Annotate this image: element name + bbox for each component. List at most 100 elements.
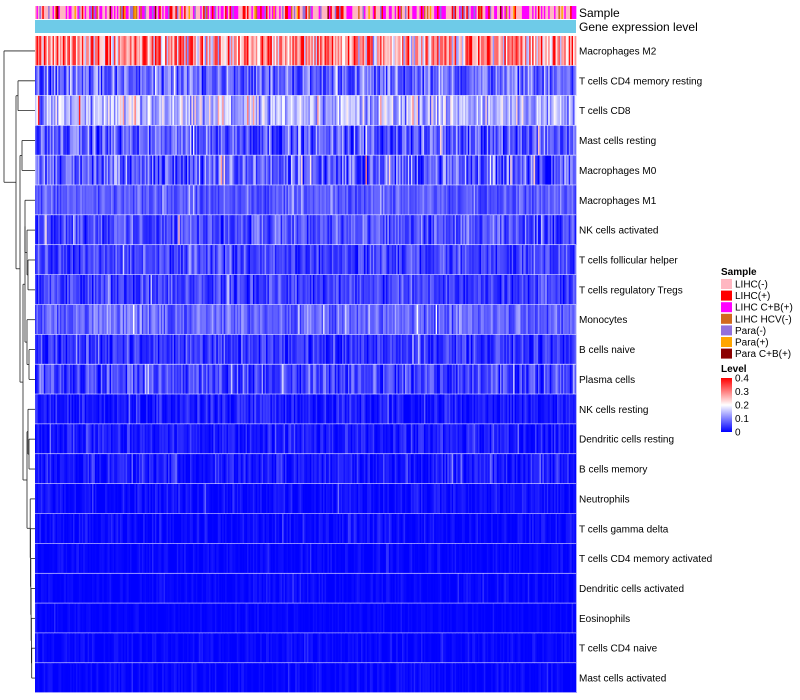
heatmap-cell [353, 185, 356, 216]
heatmap-cell [150, 215, 153, 246]
heatmap-cell [247, 304, 249, 335]
heatmap-cell [260, 155, 262, 186]
heatmap-cell [502, 334, 505, 365]
heatmap-cell [476, 245, 479, 275]
heatmap-cell [153, 155, 156, 186]
heatmap-cell [444, 185, 447, 216]
heatmap-cell [75, 245, 78, 275]
heatmap-cell [489, 274, 492, 305]
heatmap-cell [62, 304, 65, 335]
heatmap-cell [502, 304, 505, 335]
sample-annotation-cell [209, 6, 211, 19]
heatmap-cell [87, 364, 90, 395]
heatmap-cell [138, 364, 141, 395]
heatmap-cell [422, 95, 425, 126]
heatmap-cell [64, 155, 67, 186]
heatmap-cell [137, 155, 140, 186]
heatmap-cell [99, 185, 102, 216]
heatmap-cell [365, 245, 368, 275]
heatmap-cell [135, 364, 138, 395]
heatmap-cell [232, 155, 235, 186]
heatmap-cell [444, 304, 447, 335]
heatmap-cell [385, 245, 388, 275]
heatmap-cell [556, 125, 559, 156]
heatmap-cell [138, 245, 141, 275]
heatmap-cell [486, 304, 489, 335]
heatmap-cell [460, 155, 463, 186]
sample-annotation-cell [176, 6, 179, 19]
heatmap-cell [320, 95, 322, 126]
heatmap-cell [475, 304, 477, 335]
sample-annotation-cell [59, 6, 62, 19]
sample-annotation-cell [105, 6, 107, 19]
heatmap-cell [274, 95, 277, 126]
sample-annotation-cell [242, 6, 245, 19]
heatmap-cell [236, 334, 239, 365]
heatmap-cell [209, 65, 211, 96]
heatmap-cell [559, 304, 562, 335]
heatmap-cell [137, 125, 140, 156]
heatmap-cell [124, 364, 126, 395]
heatmap-cell [466, 155, 469, 186]
heatmap-cell [495, 245, 498, 275]
heatmap-cell [347, 125, 350, 156]
heatmap-cell [187, 304, 189, 335]
heatmap-cell [366, 215, 369, 246]
heatmap-cell [285, 155, 287, 186]
heatmap-cell [245, 274, 248, 305]
heatmap-cell [545, 65, 548, 96]
heatmap-cell [416, 125, 419, 156]
heatmap-cell [438, 95, 441, 126]
heatmap-cell [380, 65, 382, 96]
heatmap-cell [258, 185, 261, 216]
heatmap-cell [118, 364, 121, 395]
heatmap-cell [49, 304, 52, 335]
heatmap-cell [35, 245, 37, 275]
heatmap-cell [189, 334, 192, 365]
sample-annotation-cell [499, 6, 502, 19]
heatmap-cell [387, 155, 390, 186]
heatmap-cell [100, 65, 103, 96]
heatmap-cell [571, 274, 574, 305]
sample-annotation-cell [173, 6, 176, 19]
heatmap-cell [143, 185, 146, 216]
heatmap-cell [176, 334, 179, 365]
heatmap-cell [266, 95, 268, 126]
heatmap-cell [154, 36, 157, 66]
heatmap-cell [45, 185, 48, 216]
heatmap-cell [311, 334, 314, 365]
heatmap-cell [513, 95, 515, 126]
sample-annotation-cell [568, 6, 571, 19]
heatmap-cell [238, 215, 241, 246]
heatmap-cell [106, 155, 109, 186]
heatmap-cell [150, 274, 153, 305]
heatmap-cell [48, 125, 50, 156]
heatmap-cell [390, 95, 393, 126]
heatmap-cell [489, 95, 492, 126]
heatmap-cell [309, 304, 312, 335]
sample-annotation-cell [51, 6, 53, 19]
heatmap-cell [109, 36, 112, 66]
heatmap-cell [187, 36, 189, 66]
sample-annotation-cell [232, 6, 235, 19]
heatmap-cell [131, 274, 134, 305]
sample-annotation-cell [451, 6, 454, 19]
heatmap-cell [418, 215, 420, 246]
sample-annotation-cell [276, 6, 279, 19]
heatmap-cell [90, 155, 93, 186]
heatmap-cell [274, 364, 277, 395]
heatmap-cell [421, 364, 423, 395]
heatmap-cell [337, 36, 340, 66]
sample-annotation-cell [270, 6, 273, 19]
heatmap-cell [432, 125, 435, 156]
heatmap-cell [184, 185, 186, 216]
heatmap-cell [217, 215, 220, 246]
heatmap-cell [339, 65, 341, 96]
heatmap-cell [242, 36, 245, 66]
heatmap-cell [216, 274, 219, 305]
heatmap-cell [274, 155, 277, 186]
heatmap-cell [64, 65, 67, 96]
heatmap-cell [207, 215, 210, 246]
heatmap-cell [58, 245, 61, 275]
heatmap-cell [65, 36, 68, 66]
